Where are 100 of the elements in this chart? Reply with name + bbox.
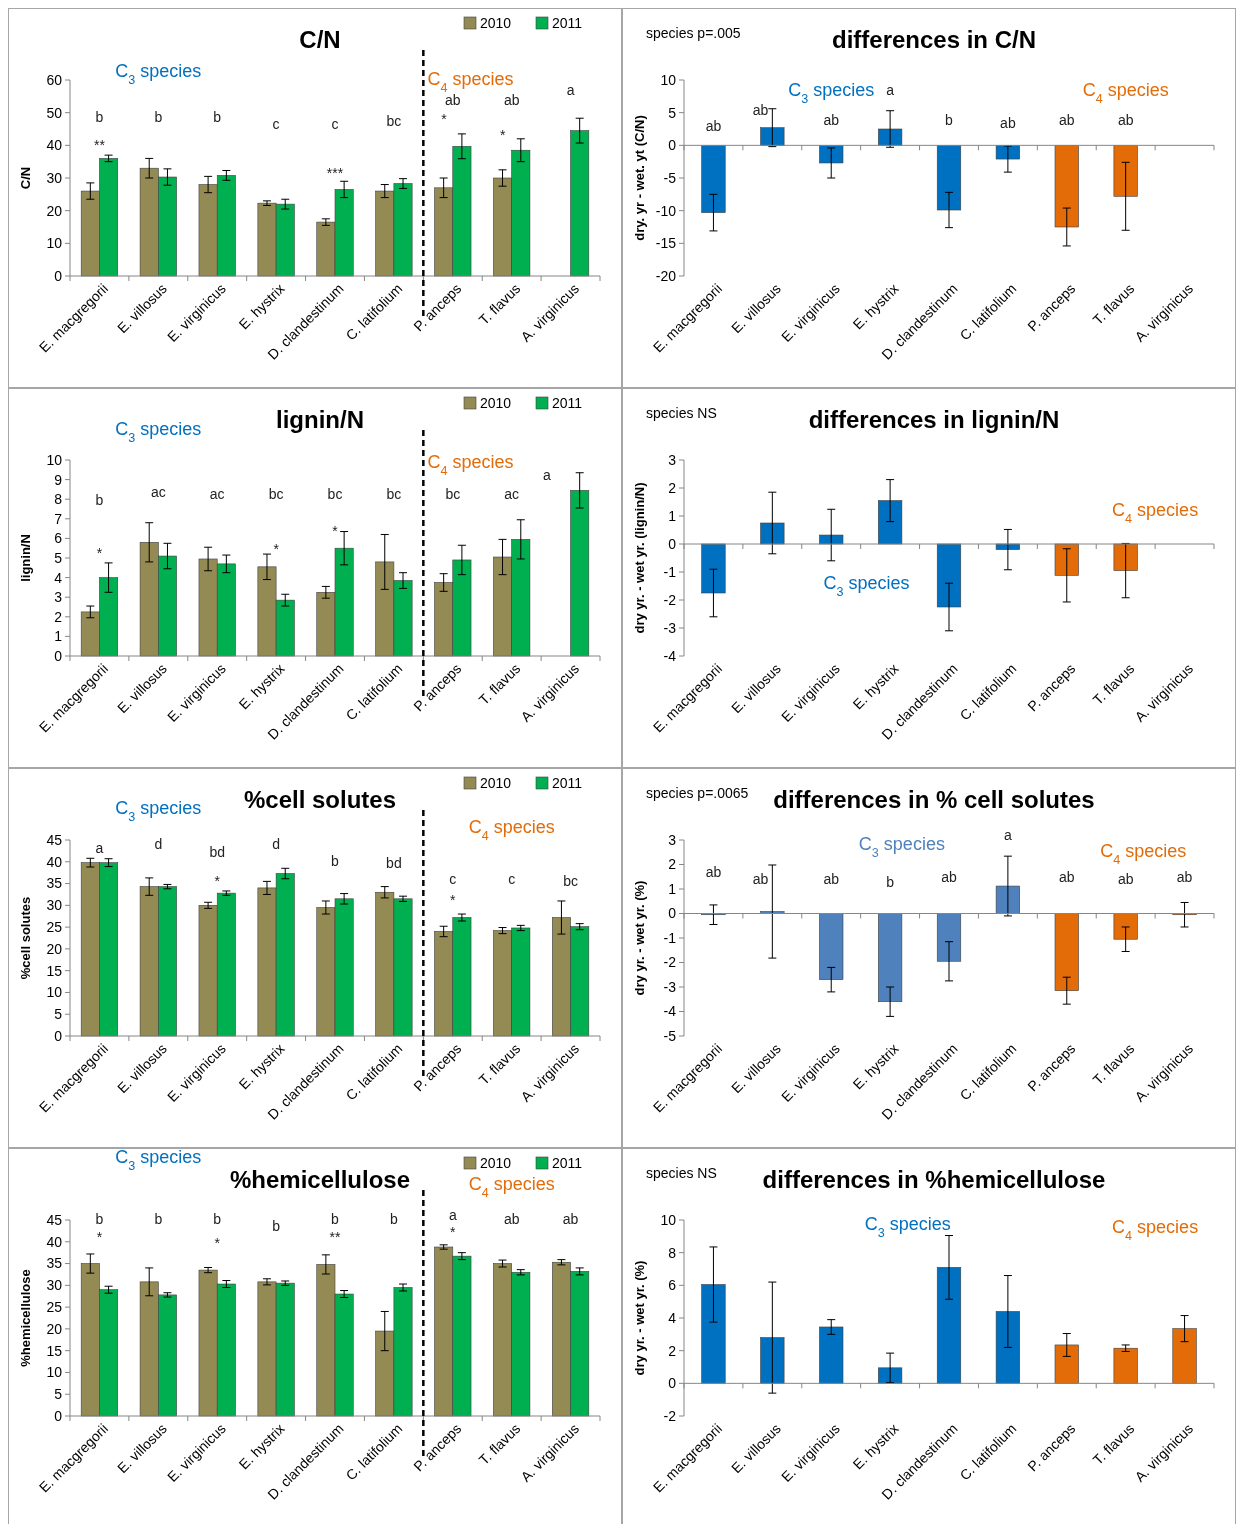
annotation: ** — [329, 1228, 341, 1245]
legend-label: 2010 — [480, 395, 512, 411]
annotation: ab — [1117, 112, 1134, 129]
y-tick-label: 0 — [54, 1027, 63, 1044]
annotation: * — [441, 111, 448, 128]
chart-title: %cell solutes — [243, 786, 397, 813]
y-tick-label: 0 — [54, 647, 63, 664]
annotation: ab — [1000, 114, 1016, 131]
y-tick-label: 35 — [46, 875, 63, 892]
annotation: b — [272, 1217, 281, 1234]
y-tick-label: 6 — [668, 1277, 677, 1294]
y-tick-label: 5 — [54, 1386, 63, 1403]
y-tick-label: 10 — [660, 71, 677, 88]
y-tick-label: -4 — [663, 1003, 677, 1020]
y-tick-label: -5 — [663, 1027, 677, 1044]
chart-title: %hemicellulose — [229, 1166, 411, 1193]
annotation: ab — [823, 871, 840, 888]
y-tick-label: 0 — [668, 137, 677, 154]
annotation: C$_{3}$ species — [823, 572, 910, 599]
y-tick-label: 20 — [46, 940, 63, 957]
y-tick-label: 60 — [46, 71, 63, 88]
text: C$_{3}$ species — [115, 1147, 202, 1174]
annotation: C$_{4}$ species — [427, 451, 514, 478]
annotation: bc — [386, 112, 402, 129]
annotation: C$_{4}$ species — [1100, 841, 1187, 868]
chart-title: lignin/N — [276, 406, 364, 433]
legend-label: 2011 — [552, 395, 583, 411]
y-tick-label: 0 — [668, 905, 677, 922]
y-tick-label: 6 — [54, 530, 63, 547]
annotation: b — [95, 492, 104, 509]
y-axis-title: %cell solutes — [18, 896, 33, 980]
text: C$_{3}$ species — [115, 418, 202, 445]
annotation: C$_{3}$ species — [864, 1213, 951, 1240]
annotation: * — [96, 545, 103, 561]
annotation: bc — [563, 872, 578, 889]
annotation: ac — [150, 484, 166, 501]
y-axis-title: %hemicellulose — [18, 1269, 33, 1367]
annotation: c — [331, 116, 339, 132]
y-tick-label: 1 — [668, 880, 677, 897]
y-tick-label: 1 — [668, 507, 677, 524]
y-tick-label: 1 — [54, 628, 63, 645]
annotation: b — [213, 109, 222, 126]
annotation: ab — [752, 871, 769, 888]
y-tick-label: -4 — [663, 647, 677, 664]
annotation: ac — [209, 486, 225, 503]
legend-label: 2010 — [480, 775, 512, 791]
annotation: C$_{4}$ species — [1112, 1217, 1199, 1244]
y-tick-label: -20 — [655, 267, 677, 284]
annotation: a — [95, 840, 104, 857]
y-axis-title: dry yr. - wet yr. (lignin/N) — [632, 482, 647, 634]
annotation: ab — [562, 1211, 579, 1228]
chart-title: C/N — [299, 26, 341, 53]
annotation: b — [154, 1211, 163, 1228]
y-tick-label: 40 — [46, 1233, 63, 1250]
y-axis-title: dry. yr - wet. yt (C/N) — [632, 115, 647, 241]
annotation: *** — [326, 165, 344, 181]
annotation: a — [886, 82, 895, 99]
legend-label: 2011 — [552, 1155, 583, 1171]
text: species p=.0065 — [646, 785, 749, 801]
legend-label: 2010 — [480, 15, 512, 31]
y-tick-label: 10 — [46, 235, 63, 252]
annotation: d — [272, 835, 281, 852]
y-tick-label: 8 — [668, 1244, 677, 1261]
annotation: a — [543, 466, 552, 483]
annotation: C$_{4}$ species — [1082, 80, 1169, 107]
annotation: b — [886, 873, 895, 890]
y-tick-label: 0 — [54, 267, 63, 284]
annotation: b — [331, 853, 340, 870]
y-tick-label: 5 — [54, 549, 63, 566]
annotation: bc — [445, 486, 461, 503]
annotation: ab — [1117, 871, 1134, 888]
y-tick-label: -3 — [663, 619, 677, 636]
annotation: C$_{3}$ species — [115, 60, 202, 87]
annotation: C$_{3}$ species — [858, 833, 945, 860]
y-tick-label: 2 — [54, 608, 63, 625]
chart-title: differences in lignin/N — [808, 406, 1060, 433]
chart-title: differences in C/N — [831, 26, 1037, 53]
annotation: c — [508, 870, 516, 887]
annotation: bc — [268, 486, 284, 503]
text: species NS — [646, 405, 717, 421]
y-tick-label: 2 — [668, 1342, 677, 1359]
legend-label: 2011 — [552, 15, 583, 31]
annotation: d — [154, 835, 163, 852]
annotation: C$_{4}$ species — [1112, 500, 1199, 526]
y-tick-label: 8 — [54, 491, 63, 508]
legend-label: 2011 — [552, 775, 583, 791]
y-axis-title: C/N — [18, 166, 33, 190]
y-tick-label: 0 — [668, 535, 677, 552]
annotation: a — [566, 81, 575, 98]
annotation: bd — [386, 855, 402, 872]
annotation: ab — [705, 117, 722, 134]
y-axis-title: lignin/N — [18, 534, 33, 582]
y-tick-label: 45 — [46, 1211, 63, 1228]
annotation: ab — [503, 1211, 520, 1228]
y-tick-label: 25 — [46, 1299, 63, 1316]
y-tick-label: 10 — [46, 984, 63, 1001]
y-tick-label: 3 — [668, 451, 677, 468]
y-tick-label: 2 — [668, 856, 677, 873]
annotation: bc — [327, 486, 343, 503]
annotation: b — [945, 112, 954, 129]
